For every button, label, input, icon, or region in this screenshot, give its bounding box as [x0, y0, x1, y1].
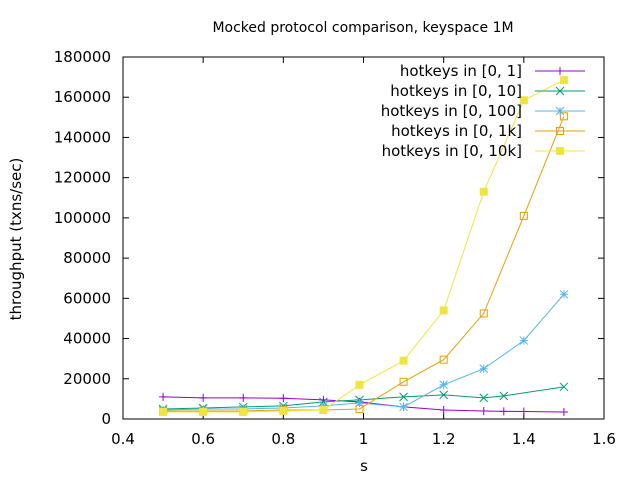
- data-point: [279, 394, 288, 403]
- data-point: [499, 391, 509, 401]
- series-line: [163, 116, 565, 412]
- y-tick-label: 0: [101, 410, 111, 428]
- data-point: [519, 336, 529, 345]
- data-point: [239, 407, 248, 416]
- series-layer: [158, 76, 569, 416]
- legend-label: hotkeys in [0, 1k]: [391, 122, 522, 140]
- chart-title: Mocked protocol comparison, keyspace 1M: [212, 20, 513, 36]
- data-point: [479, 364, 489, 374]
- data-point: [399, 402, 408, 412]
- legend-marker: [556, 127, 564, 135]
- data-point: [239, 393, 248, 402]
- data-point: [319, 401, 328, 411]
- data-point: [559, 382, 569, 392]
- y-tick-label: 160000: [54, 88, 111, 106]
- data-point: [519, 96, 528, 105]
- data-point: [479, 406, 488, 415]
- data-point: [559, 112, 568, 121]
- data-point: [479, 393, 489, 403]
- y-tick-label: 100000: [54, 209, 111, 227]
- legend-marker: [556, 67, 564, 75]
- data-point: [439, 405, 448, 414]
- data-point: [159, 392, 168, 401]
- legend: hotkeys in [0, 1] hotkeys in [0, 10] hotke…: [381, 62, 585, 160]
- data-point: [199, 393, 208, 402]
- data-point: [355, 380, 364, 389]
- data-point: [519, 211, 528, 220]
- x-tick-label: 1.6: [592, 430, 616, 448]
- data-point: [399, 377, 408, 386]
- y-tick-label: 120000: [54, 169, 111, 187]
- legend-label: hotkeys in [0, 10]: [390, 82, 522, 100]
- y-tick-label: 80000: [63, 249, 111, 267]
- legend-marker: [556, 147, 564, 155]
- data-point: [279, 406, 288, 415]
- data-point: [479, 309, 488, 318]
- data-point: [199, 407, 208, 416]
- y-tick-label: 180000: [54, 48, 111, 66]
- data-point: [319, 397, 328, 407]
- legend-label: hotkeys in [0, 10k]: [382, 142, 522, 160]
- series-line: [163, 293, 565, 411]
- data-point: [319, 405, 328, 414]
- y-tick-label: 140000: [54, 128, 111, 146]
- x-axis-label: s: [360, 457, 368, 475]
- plot-frame: [122, 56, 605, 420]
- data-point: [559, 407, 568, 416]
- data-point: [519, 407, 528, 416]
- x-tick-label: 1.2: [432, 430, 456, 448]
- x-tick-label: 0.6: [191, 430, 215, 448]
- data-point: [559, 76, 568, 85]
- data-point: [559, 289, 569, 299]
- data-point: [355, 398, 364, 408]
- y-tick-label: 60000: [63, 289, 111, 307]
- data-point: [399, 356, 408, 365]
- x-tick-label: 1.4: [512, 430, 536, 448]
- data-point: [439, 306, 448, 315]
- legend-marker: [555, 106, 565, 116]
- x-tick-label: 0.8: [271, 430, 295, 448]
- y-axis: 0 20000 40000 60000 80000 100000 120000 140000 1…: [54, 48, 604, 428]
- data-point: [499, 407, 508, 416]
- x-axis: 0.4 0.6 0.8 1 1.2 1.4 1.6: [111, 57, 616, 448]
- series-4: [159, 76, 568, 416]
- data-point: [439, 355, 448, 364]
- legend-marker: [555, 86, 565, 96]
- y-tick-label: 40000: [63, 330, 111, 348]
- data-point: [439, 390, 449, 400]
- plot-area: [122, 56, 605, 420]
- data-point: [439, 380, 449, 390]
- legend-label: hotkeys in [0, 1]: [400, 62, 522, 80]
- data-point: [355, 404, 364, 413]
- x-tick-label: 0.4: [111, 430, 135, 448]
- legend-label: hotkeys in [0, 100]: [381, 102, 522, 120]
- data-point: [399, 392, 408, 402]
- y-axis-label: throughput (txns/sec): [7, 158, 25, 321]
- y-tick-label: 20000: [63, 370, 111, 388]
- data-point: [159, 407, 168, 416]
- x-tick-label: 1: [359, 430, 369, 448]
- data-point: [479, 187, 488, 196]
